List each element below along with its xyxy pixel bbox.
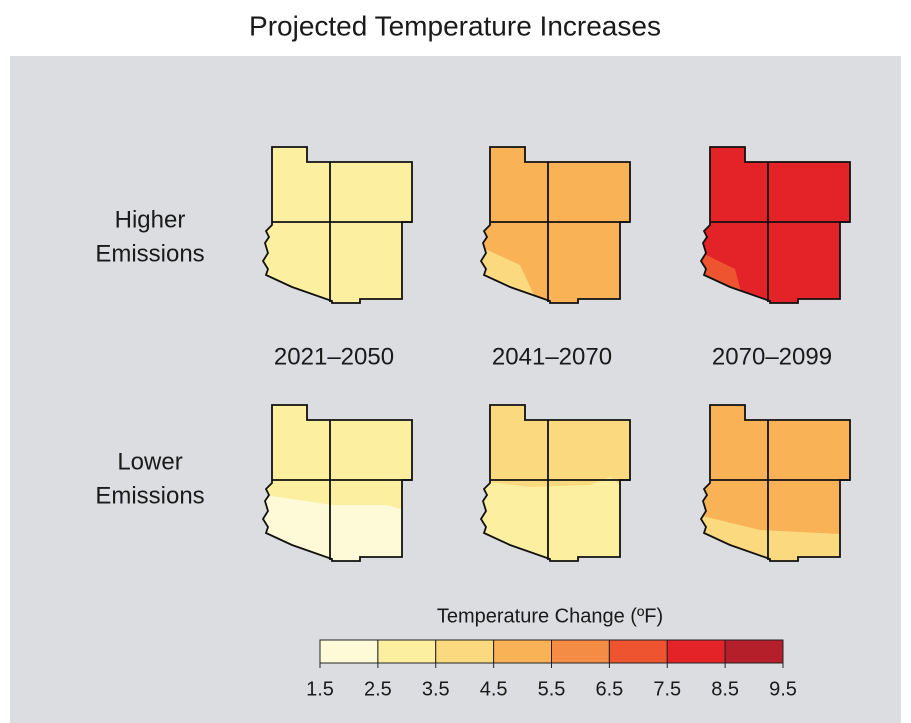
state-border xyxy=(490,162,630,302)
legend-swatch xyxy=(319,639,379,664)
title: Projected Temperature Increases xyxy=(249,10,661,41)
legend-swatch xyxy=(493,639,552,664)
map-outline xyxy=(261,404,413,562)
legend-swatch xyxy=(666,639,726,664)
row-label: Emissions xyxy=(95,482,204,509)
map-outline xyxy=(699,146,851,304)
region-fill xyxy=(701,147,850,303)
state-border xyxy=(710,162,850,302)
legend-tick-label: 6.5 xyxy=(595,678,623,700)
state-border xyxy=(490,420,630,560)
region-fill xyxy=(263,147,412,303)
legend-tick-label: 7.5 xyxy=(653,678,681,700)
legend-tick-label: 2.5 xyxy=(364,678,392,700)
period-label: 2070–2099 xyxy=(712,343,832,370)
legend-tick-label: 4.5 xyxy=(480,678,508,700)
legend-tick-label: 3.5 xyxy=(422,678,450,700)
state-border xyxy=(710,420,850,560)
legend-tick-label: 5.5 xyxy=(538,678,566,700)
map-outline xyxy=(261,146,413,304)
state-border xyxy=(272,162,412,302)
state-border xyxy=(272,420,412,560)
map-outline xyxy=(479,146,631,304)
legend-swatch xyxy=(608,639,668,664)
map-outline xyxy=(479,404,631,562)
legend-tick-label: 9.5 xyxy=(769,678,797,700)
period-label: 2021–2050 xyxy=(274,343,394,370)
legend-swatch xyxy=(724,639,784,664)
legend-title: Temperature Change (ºF) xyxy=(437,605,663,627)
period-label: 2041–2070 xyxy=(492,343,612,370)
legend-tick-label: 8.5 xyxy=(711,678,739,700)
state-map xyxy=(261,146,413,304)
map-outline xyxy=(699,404,851,562)
region-fill xyxy=(701,405,850,561)
legend-tick-label: 1.5 xyxy=(306,678,334,700)
legend-swatch xyxy=(377,639,437,664)
legend-swatch xyxy=(551,639,610,664)
legend-swatch xyxy=(435,639,495,664)
region-fill xyxy=(481,147,630,303)
row-label: Lower xyxy=(117,448,182,475)
row-label: Higher xyxy=(115,206,186,233)
row-label: Emissions xyxy=(95,240,204,267)
